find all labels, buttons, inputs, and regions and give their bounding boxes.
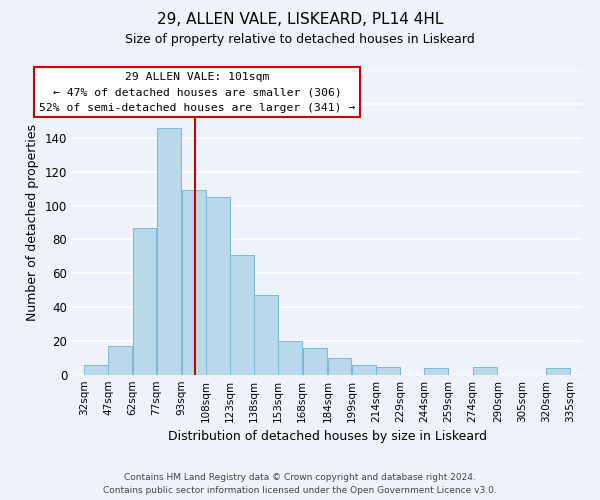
- Bar: [230, 254, 254, 375]
- Bar: [302, 348, 328, 375]
- Text: Contains HM Land Registry data © Crown copyright and database right 2024.
Contai: Contains HM Land Registry data © Crown c…: [103, 473, 497, 495]
- Bar: [85, 365, 108, 375]
- Bar: [254, 296, 278, 375]
- Text: Size of property relative to detached houses in Liskeard: Size of property relative to detached ho…: [125, 32, 475, 46]
- Bar: [206, 197, 230, 375]
- Bar: [376, 366, 400, 375]
- Y-axis label: Number of detached properties: Number of detached properties: [26, 124, 39, 321]
- Bar: [424, 368, 448, 375]
- Bar: [278, 341, 302, 375]
- X-axis label: Distribution of detached houses by size in Liskeard: Distribution of detached houses by size …: [167, 430, 487, 444]
- Bar: [182, 190, 206, 375]
- Bar: [328, 358, 352, 375]
- Text: 29, ALLEN VALE, LISKEARD, PL14 4HL: 29, ALLEN VALE, LISKEARD, PL14 4HL: [157, 12, 443, 28]
- Bar: [109, 346, 132, 375]
- Bar: [473, 366, 497, 375]
- Text: 29 ALLEN VALE: 101sqm
← 47% of detached houses are smaller (306)
52% of semi-det: 29 ALLEN VALE: 101sqm ← 47% of detached …: [39, 72, 355, 112]
- Bar: [133, 228, 156, 375]
- Bar: [352, 365, 376, 375]
- Bar: [157, 128, 181, 375]
- Bar: [546, 368, 569, 375]
